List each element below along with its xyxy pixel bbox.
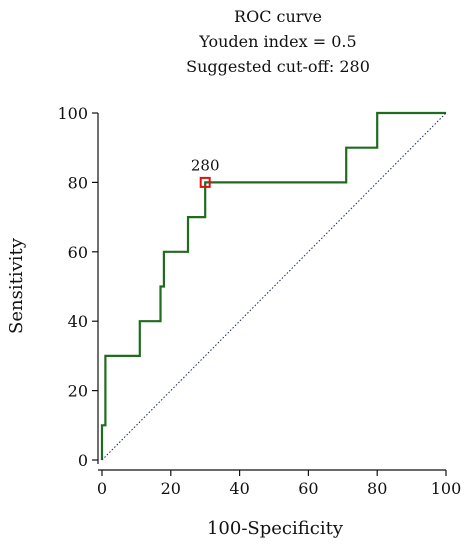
x-tick-label: 40 — [229, 479, 249, 498]
chart-title: ROC curve Youden index = 0.5 Suggested c… — [186, 7, 370, 76]
x-tick-label: 0 — [97, 479, 107, 498]
x-tick-label: 80 — [367, 479, 387, 498]
cutoff-point-marker — [199, 176, 211, 188]
x-tick-label: 100 — [431, 479, 462, 498]
x-axis-label: 100-Specificity — [207, 518, 344, 539]
title-line-1: ROC curve — [234, 7, 322, 26]
cutoff-point-label: 280 — [191, 156, 220, 174]
y-tick-label: 40 — [68, 312, 88, 331]
x-tick-label: 20 — [161, 479, 181, 498]
y-axis-label: Sensitivity — [6, 237, 27, 334]
plot-area: 280 — [100, 111, 447, 461]
axes: 0 20 40 60 80 100 0 20 40 60 80 100 — [57, 104, 461, 498]
y-tick-label: 80 — [68, 173, 88, 192]
y-tick-label: 100 — [57, 104, 88, 123]
roc-curve-line — [100, 111, 446, 460]
reference-diagonal-line — [101, 112, 447, 461]
y-tick-label: 0 — [78, 451, 88, 470]
title-line-2: Youden index = 0.5 — [198, 32, 356, 51]
title-line-3: Suggested cut-off: 280 — [186, 57, 370, 76]
x-tick-label: 60 — [298, 479, 318, 498]
y-tick-label: 60 — [68, 243, 88, 262]
y-tick-label: 20 — [68, 382, 88, 401]
